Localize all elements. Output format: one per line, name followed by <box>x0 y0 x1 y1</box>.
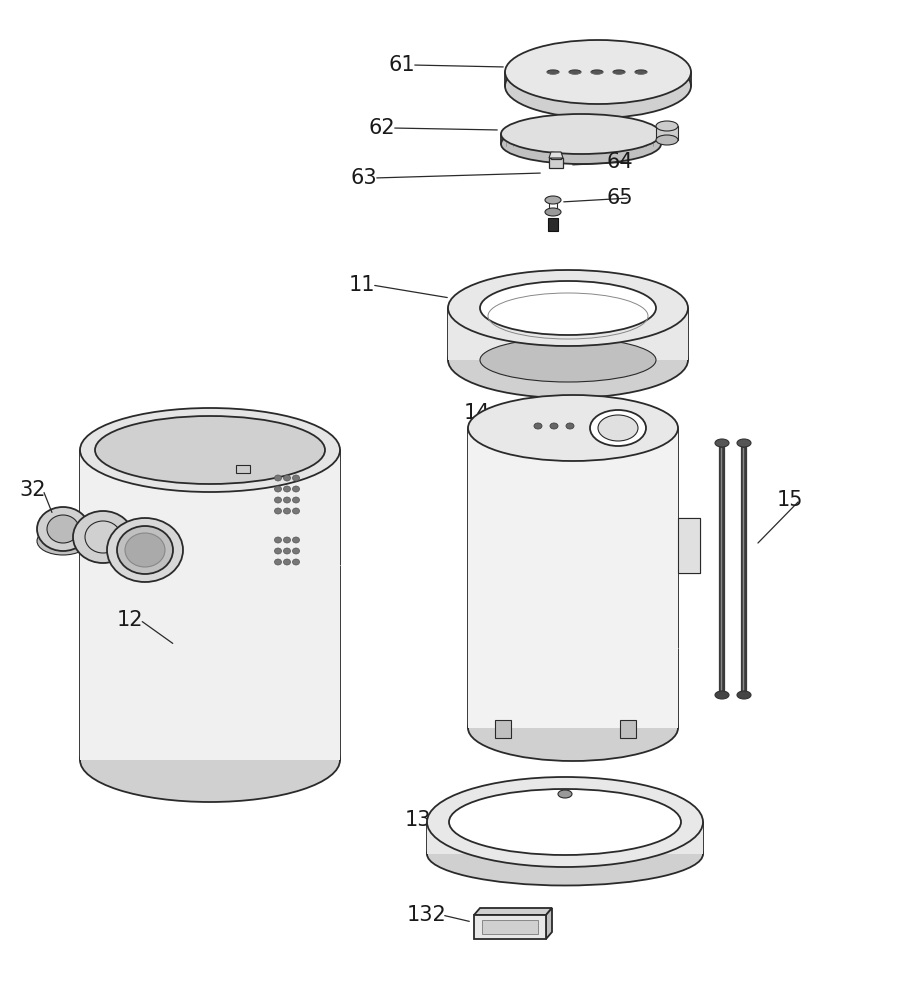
Ellipse shape <box>125 533 165 567</box>
Ellipse shape <box>47 515 79 543</box>
Ellipse shape <box>505 40 691 104</box>
Polygon shape <box>501 134 661 144</box>
Text: 15: 15 <box>777 490 803 510</box>
Ellipse shape <box>427 777 703 867</box>
Ellipse shape <box>505 54 691 118</box>
Ellipse shape <box>448 322 688 398</box>
Ellipse shape <box>293 537 299 543</box>
Ellipse shape <box>95 416 325 484</box>
Polygon shape <box>505 72 691 86</box>
Text: 132: 132 <box>407 905 447 925</box>
Ellipse shape <box>283 475 291 481</box>
Ellipse shape <box>293 475 299 481</box>
Ellipse shape <box>558 790 572 798</box>
Ellipse shape <box>480 281 656 335</box>
Text: 14: 14 <box>463 403 490 423</box>
Bar <box>549 158 563 168</box>
Ellipse shape <box>80 718 340 802</box>
Bar <box>551 152 561 159</box>
Bar <box>495 720 511 738</box>
Ellipse shape <box>591 70 603 74</box>
Ellipse shape <box>550 423 558 429</box>
Text: 13: 13 <box>405 810 431 830</box>
Bar <box>236 465 250 473</box>
Bar <box>548 218 558 231</box>
Ellipse shape <box>448 270 688 346</box>
Text: 12: 12 <box>116 610 143 630</box>
Ellipse shape <box>37 507 89 551</box>
Polygon shape <box>474 908 552 915</box>
Ellipse shape <box>80 408 340 492</box>
Ellipse shape <box>545 208 561 216</box>
Ellipse shape <box>613 70 625 74</box>
Ellipse shape <box>635 70 647 74</box>
Ellipse shape <box>293 508 299 514</box>
Ellipse shape <box>283 548 291 554</box>
Ellipse shape <box>427 822 703 886</box>
Ellipse shape <box>737 439 751 447</box>
Ellipse shape <box>293 497 299 503</box>
Ellipse shape <box>566 423 574 429</box>
Ellipse shape <box>274 497 282 503</box>
Polygon shape <box>448 308 688 360</box>
Ellipse shape <box>117 526 173 574</box>
Polygon shape <box>678 518 700 573</box>
Ellipse shape <box>468 395 678 461</box>
Text: 62: 62 <box>368 118 395 138</box>
Ellipse shape <box>501 124 661 164</box>
Ellipse shape <box>480 338 656 382</box>
Polygon shape <box>427 822 703 854</box>
Ellipse shape <box>283 486 291 492</box>
Bar <box>620 720 636 738</box>
Ellipse shape <box>283 559 291 565</box>
Text: 61: 61 <box>389 55 415 75</box>
Ellipse shape <box>37 527 89 555</box>
Ellipse shape <box>274 559 282 565</box>
Ellipse shape <box>656 121 678 131</box>
Bar <box>656 126 678 140</box>
Bar <box>474 915 546 939</box>
Polygon shape <box>546 908 552 939</box>
Ellipse shape <box>534 423 542 429</box>
Bar <box>482 920 538 934</box>
Text: 64: 64 <box>606 152 633 172</box>
Text: 65: 65 <box>606 188 633 208</box>
Ellipse shape <box>598 415 638 441</box>
Ellipse shape <box>656 135 678 145</box>
Ellipse shape <box>569 70 581 74</box>
Ellipse shape <box>274 548 282 554</box>
Ellipse shape <box>715 691 729 699</box>
Text: 63: 63 <box>351 168 378 188</box>
Ellipse shape <box>501 114 661 154</box>
Ellipse shape <box>283 537 291 543</box>
Ellipse shape <box>274 508 282 514</box>
Ellipse shape <box>274 475 282 481</box>
Ellipse shape <box>293 559 299 565</box>
Ellipse shape <box>293 486 299 492</box>
Ellipse shape <box>283 508 291 514</box>
Text: 11: 11 <box>349 275 376 295</box>
Ellipse shape <box>547 70 559 74</box>
Ellipse shape <box>715 439 729 447</box>
Text: 32: 32 <box>19 480 46 500</box>
Ellipse shape <box>107 518 183 582</box>
Ellipse shape <box>293 548 299 554</box>
Ellipse shape <box>545 196 561 204</box>
Ellipse shape <box>274 486 282 492</box>
Polygon shape <box>468 428 678 728</box>
Ellipse shape <box>73 511 133 563</box>
Ellipse shape <box>283 497 291 503</box>
Ellipse shape <box>449 789 681 855</box>
Ellipse shape <box>274 537 282 543</box>
Polygon shape <box>549 152 563 158</box>
Polygon shape <box>80 450 340 760</box>
Ellipse shape <box>590 410 646 446</box>
Ellipse shape <box>468 695 678 761</box>
Ellipse shape <box>737 691 751 699</box>
